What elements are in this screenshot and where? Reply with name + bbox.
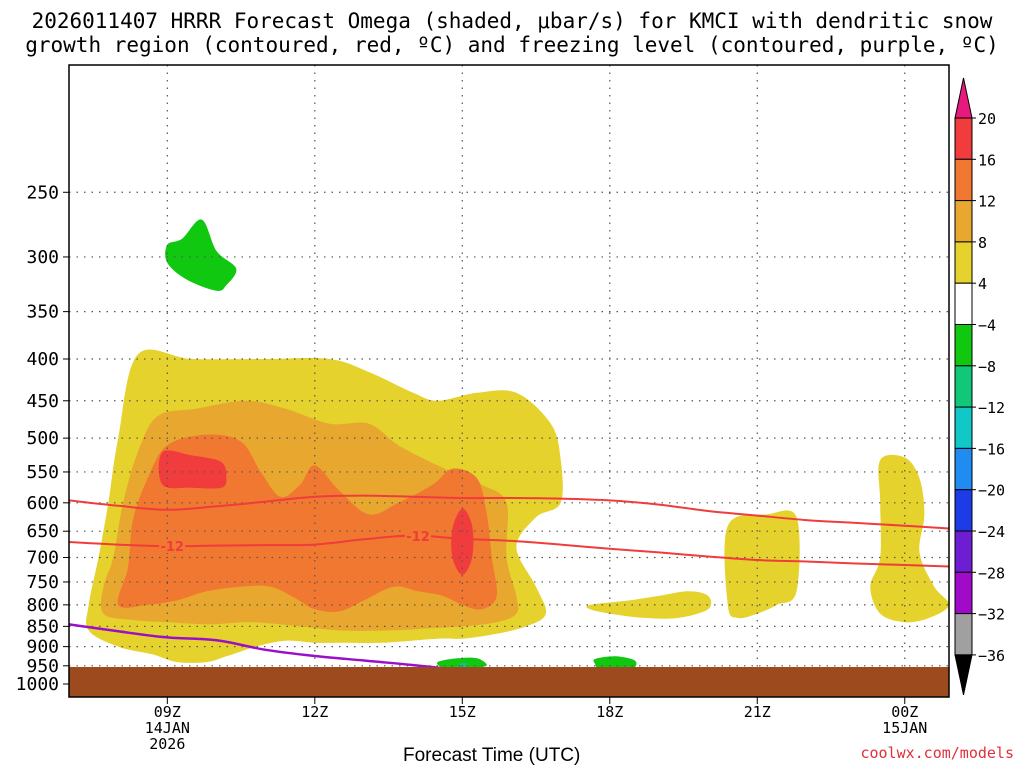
y-tick-label-750: 750 (26, 572, 59, 593)
plot-frame (68, 64, 950, 698)
terrain-ground (69, 667, 949, 697)
colorbar-swatch-11 (954, 530, 973, 573)
colorbar-label-9: −20 (978, 482, 1005, 500)
x-axis-label: Forecast Time (UTC) (403, 745, 581, 766)
y-tick-label-950: 950 (26, 656, 59, 677)
colorbar-label-5: −4 (978, 317, 996, 335)
dgz-contour-1 (69, 534, 949, 568)
chart-title-line-2: growth region (contoured, red, ºC) and f… (25, 33, 999, 57)
y-tick-label-450: 450 (26, 391, 59, 412)
colorbar-label-11: −28 (978, 564, 1005, 582)
x-tick-label-0-1: 14JAN (145, 719, 190, 737)
contour-label-1-0: -12 (160, 540, 184, 555)
y-tick-label-550: 550 (26, 462, 59, 483)
colorbar-swatch-2 (954, 158, 973, 202)
x-tick-label-0-2: 2026 (149, 735, 185, 753)
contour-label-bg (405, 528, 432, 543)
colorbar-swatch-7 (954, 365, 973, 408)
colorbar-label-13: −36 (978, 647, 1005, 665)
y-tick-label-500: 500 (26, 428, 59, 449)
colorbar-swatch-10 (954, 489, 973, 532)
y-tick-label-250: 250 (26, 182, 59, 203)
y-tick-label-850: 850 (26, 616, 59, 637)
colorbar-label-2: 12 (978, 193, 996, 211)
colorbar-swatch-12 (954, 571, 973, 615)
colorbar-label-10: −24 (978, 523, 1005, 541)
omega-region-8 (165, 219, 237, 291)
omega-region-5 (586, 591, 712, 619)
x-tick-label-5-0: 00Z (891, 703, 918, 721)
contour-label-bg (159, 539, 186, 554)
x-tick-label-3-0: 18Z (596, 703, 623, 721)
x-tick-label-2-0: 15Z (449, 703, 476, 721)
y-tick-label-300: 300 (26, 247, 59, 268)
colorbar-label-4: 4 (978, 275, 987, 293)
colorbar-label-8: −16 (978, 440, 1005, 458)
colorbar-label-12: −32 (978, 606, 1005, 624)
x-tick-label-5-1: 15JAN (882, 719, 927, 737)
colorbar-swatch-9 (954, 447, 973, 491)
x-tick-label-1-0: 12Z (301, 703, 328, 721)
colorbar-swatch-8 (954, 406, 973, 449)
colorbar-top-arrow (954, 77, 973, 119)
y-tick-label-400: 400 (26, 349, 59, 370)
y-tick-label-650: 650 (26, 521, 59, 542)
colorbar-label-1: 16 (978, 151, 996, 169)
contour-label-1-1: -12 (406, 530, 430, 545)
colorbar-swatch-4 (954, 241, 973, 284)
chart-title-line-1: 2026011407 HRRR Forecast Omega (shaded, … (31, 9, 993, 33)
y-tick-label-800: 800 (26, 595, 59, 616)
colorbar-label-7: −12 (978, 399, 1005, 417)
omega-region-7 (870, 454, 949, 623)
colorbar-swatch-3 (954, 200, 973, 243)
y-tick-label-350: 350 (26, 302, 59, 323)
colorbar-swatch-1 (954, 117, 973, 160)
omega-region-11 (458, 663, 469, 668)
y-tick-label-700: 700 (26, 547, 59, 568)
dgz-contour-0 (69, 494, 949, 530)
colorbar-label-6: −8 (978, 358, 996, 376)
omega-region-3 (158, 450, 227, 489)
colorbar-swatch-13 (954, 613, 973, 656)
colorbar-label-3: 8 (978, 234, 987, 252)
y-tick-label-900: 900 (26, 637, 59, 658)
colorbar-swatch-5 (954, 282, 973, 326)
x-tick-label-4-0: 21Z (744, 703, 771, 721)
source-credit: coolwx.com/models (860, 744, 1014, 762)
y-tick-label-600: 600 (26, 493, 59, 514)
colorbar-label-0: 20 (978, 110, 996, 128)
omega-region-6 (724, 510, 800, 619)
omega-region-4 (451, 508, 474, 575)
x-tick-label-0-0: 09Z (154, 703, 181, 721)
colorbar-bottom-arrow (954, 654, 973, 696)
y-tick-label-1000: 1000 (16, 674, 59, 695)
colorbar-swatch-6 (954, 324, 973, 367)
